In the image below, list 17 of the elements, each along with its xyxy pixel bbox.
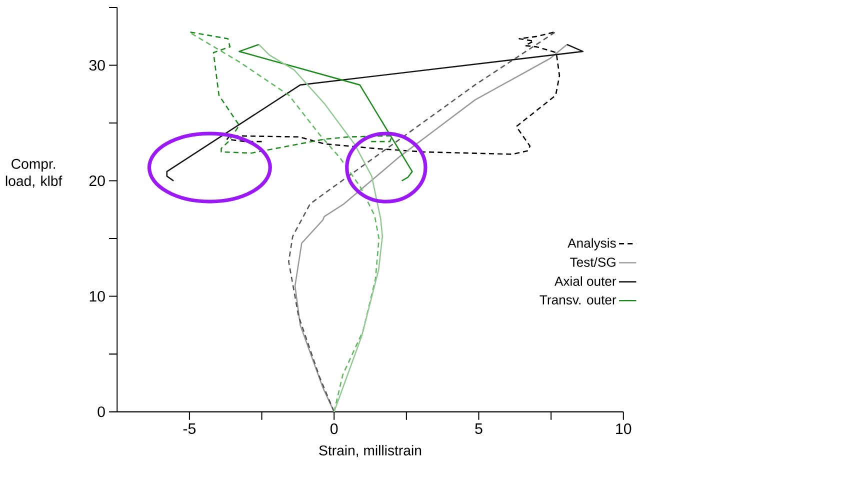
line-series	[166, 44, 584, 182]
y-tick-label: 20	[89, 176, 105, 186]
x-axis-title: Strain, millistrain	[319, 445, 422, 458]
y-tick-label: 30	[89, 60, 105, 71]
x-tick-label: -5	[183, 424, 196, 434]
legend-label: Analysis	[568, 238, 616, 250]
x-tick-label: 0	[330, 424, 338, 434]
legend-label: Test/SG	[570, 257, 616, 267]
y-axis-title: Compr. load, klbf	[6, 158, 62, 188]
legend-label: Axial outer	[554, 276, 616, 286]
legend-label: Transv. outer	[540, 295, 616, 305]
x-tick-label: 10	[616, 424, 632, 434]
line-series	[226, 31, 560, 155]
y-tick-label: 10	[90, 291, 105, 302]
y-tick-label: 0	[98, 406, 105, 418]
x-tick-label: 5	[475, 424, 482, 434]
line-series	[258, 44, 384, 413]
